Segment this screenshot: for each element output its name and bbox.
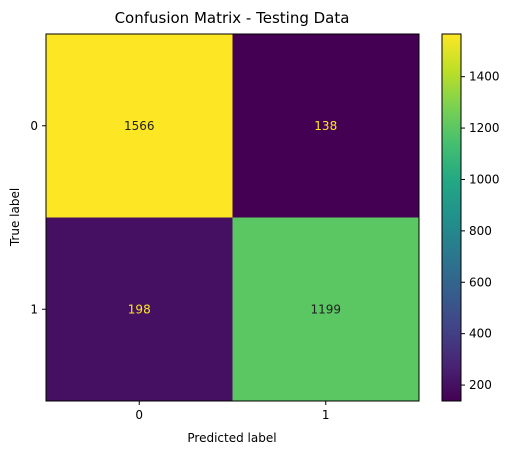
colorbar-tick-label: 200 [469, 378, 492, 392]
colorbar [442, 34, 461, 401]
heatmap-cell-labels: 1566 138 198 1199 [124, 119, 341, 317]
colorbar-tick-label: 1000 [469, 172, 500, 186]
cell-value-label: 1199 [310, 302, 341, 316]
chart-title: Confusion Matrix - Testing Data [115, 9, 350, 27]
colorbar-tick-label: 800 [469, 224, 492, 238]
colorbar-frame [441, 33, 462, 402]
heatmap-cell [232, 34, 420, 218]
x-axis-label: Predicted label [187, 431, 276, 445]
colorbar-ticks: 200 400 600 800 1000 1200 1400 [461, 70, 500, 392]
cell-value-label: 138 [314, 119, 337, 133]
heatmap-cells [46, 34, 420, 402]
plot-frame [45, 33, 420, 402]
y-axis-label: True label [8, 188, 22, 247]
x-tick-label: 0 [135, 408, 143, 422]
colorbar-tick-label: 600 [469, 275, 492, 289]
heatmap-cell [232, 217, 420, 402]
x-tick-label: 1 [322, 408, 330, 422]
heatmap-cell [46, 34, 233, 218]
colorbar-tick-label: 1400 [469, 70, 500, 84]
colorbar-tick-label: 400 [469, 327, 492, 341]
y-tick-label: 1 [30, 302, 38, 316]
cell-value-label: 198 [128, 302, 151, 316]
heatmap-cell [46, 217, 233, 402]
y-axis-ticks: 01 [30, 119, 46, 316]
cell-value-label: 1566 [124, 119, 155, 133]
colorbar-tick-label: 1200 [469, 121, 500, 135]
y-tick-label: 0 [30, 119, 38, 133]
